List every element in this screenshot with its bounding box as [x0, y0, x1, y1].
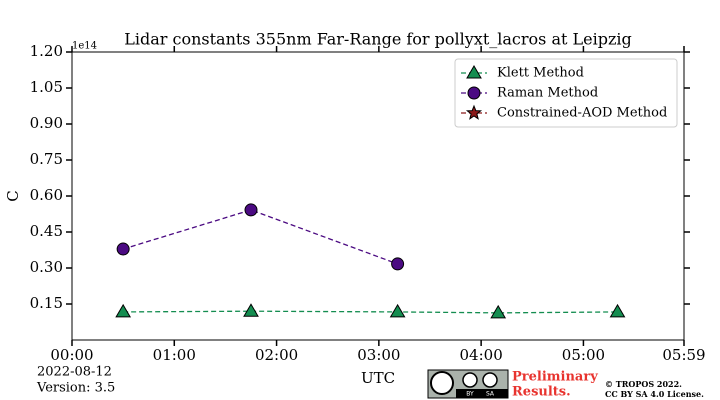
legend-label: Constrained-AOD Method	[497, 106, 667, 121]
legend-label: Raman Method	[497, 86, 598, 101]
y-tick-label: 0.75	[30, 150, 63, 168]
legend-label: Klett Method	[497, 66, 584, 81]
x-tick-label: 04:00	[460, 346, 503, 364]
y-tick-label: 1.20	[30, 42, 63, 60]
x-tick-label: 05:00	[562, 346, 605, 364]
badge-by-icon	[462, 372, 478, 388]
y-tick-label: 0.15	[30, 294, 63, 312]
chart-title: Lidar constants 355nm Far-Range for poll…	[124, 30, 632, 49]
date: 2022-08-12	[37, 365, 112, 380]
version: Version: 3.5	[36, 381, 115, 396]
legend: Klett Method Raman Method Constrained-AOD …	[454, 58, 678, 128]
marker	[115, 303, 132, 318]
marker	[389, 303, 406, 318]
y-tick-label: 0.90	[30, 114, 63, 132]
y-tick-label: 0.30	[30, 258, 63, 276]
x-tick-label: 03:00	[357, 346, 400, 364]
legend-marker	[467, 86, 481, 100]
preliminary-note: Preliminary	[512, 370, 598, 385]
marker	[244, 203, 258, 217]
y-tick-label: 1.05	[30, 78, 63, 96]
license: CC BY SA 4.0 License.	[605, 389, 704, 399]
badge-text: SA	[486, 391, 495, 398]
legend-marker	[466, 65, 482, 79]
series-line	[123, 310, 618, 314]
series-line	[122, 209, 398, 265]
legend-box	[454, 58, 678, 128]
preliminary-note: Results.	[512, 385, 571, 400]
badge-strip	[456, 389, 508, 398]
legend-marker	[465, 104, 483, 120]
marker	[116, 242, 130, 256]
badge-cc-icon	[430, 371, 454, 395]
y-tick-label: 0.45	[30, 222, 63, 240]
offset-text: 1e14	[72, 41, 97, 52]
x-tick-label: 02:00	[255, 346, 298, 364]
license-badge: BY SA	[427, 369, 509, 399]
copyright: © TROPOS 2022.	[605, 379, 682, 389]
x-axis-label: UTC	[361, 369, 395, 387]
x-tick-label: 05:59	[662, 346, 705, 364]
x-tick-label: 00:00	[50, 346, 93, 364]
marker	[490, 304, 507, 319]
badge-sa-icon	[482, 372, 498, 388]
x-tick-label: 01:00	[153, 346, 196, 364]
marker	[391, 257, 405, 271]
marker	[243, 303, 259, 317]
y-axis-label: C	[4, 190, 22, 201]
y-tick-label: 0.60	[30, 186, 63, 204]
badge-text: BY	[466, 391, 474, 398]
marker	[609, 303, 626, 318]
